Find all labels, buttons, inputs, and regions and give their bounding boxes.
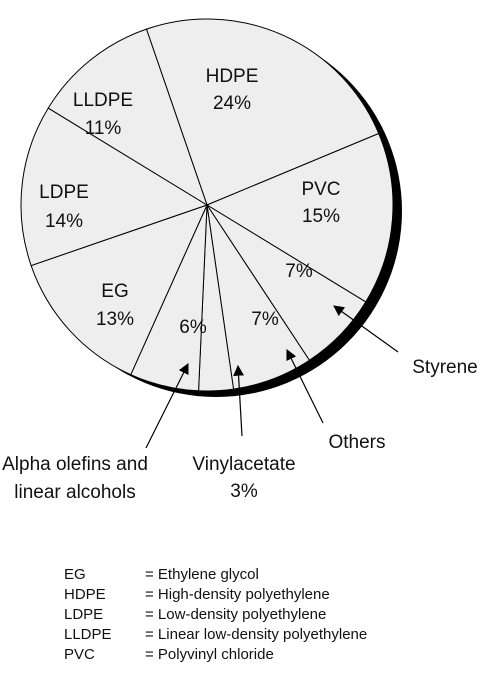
category-label: HDPE — [206, 66, 259, 87]
pie-slice — [47, 28, 208, 207]
note-abbr: HDPE — [64, 586, 106, 603]
note-meaning: = Low-density polyethylene — [145, 606, 326, 623]
category-label: Vinylacetate — [192, 454, 295, 475]
note-abbr: PVC — [64, 646, 95, 663]
note-meaning: = High-density polyethylene — [145, 586, 330, 603]
category-label: Others — [328, 432, 385, 453]
value-label: 11% — [85, 118, 122, 139]
pointer-arrow — [233, 364, 244, 437]
value-label: 24% — [213, 93, 251, 114]
value-label: 13% — [96, 309, 134, 330]
value-label: 15% — [302, 206, 340, 227]
pie-slice — [20, 107, 209, 267]
category-label: Styrene — [412, 357, 477, 378]
pointer-arrow — [333, 305, 399, 353]
note-abbr: EG — [64, 566, 86, 583]
category-label: PVC — [301, 179, 340, 200]
value-label: 7% — [251, 309, 279, 330]
pointer-arrow — [145, 363, 189, 449]
value-label: 14% — [45, 211, 83, 232]
category-label: Alpha olefins and linear alcohols — [2, 454, 148, 503]
pie-slice — [205, 132, 394, 303]
pointer-arrow — [286, 349, 324, 424]
note-meaning: = Linear low-density polyethylene — [145, 626, 367, 643]
value-label: 7% — [285, 261, 313, 282]
note-meaning: = Polyvinyl chloride — [145, 646, 274, 663]
pie-slice — [30, 204, 208, 376]
category-label: EG — [101, 281, 128, 302]
pie-slice — [145, 18, 380, 206]
category-label: LLDPE — [73, 90, 133, 111]
note-abbr: LLDPE — [64, 626, 112, 643]
value-label: 6% — [179, 317, 207, 338]
value-label: 3% — [230, 481, 258, 502]
category-label: LDPE — [39, 182, 89, 203]
note-meaning: = Ethylene glycol — [145, 566, 259, 583]
note-abbr: LDPE — [64, 606, 103, 623]
